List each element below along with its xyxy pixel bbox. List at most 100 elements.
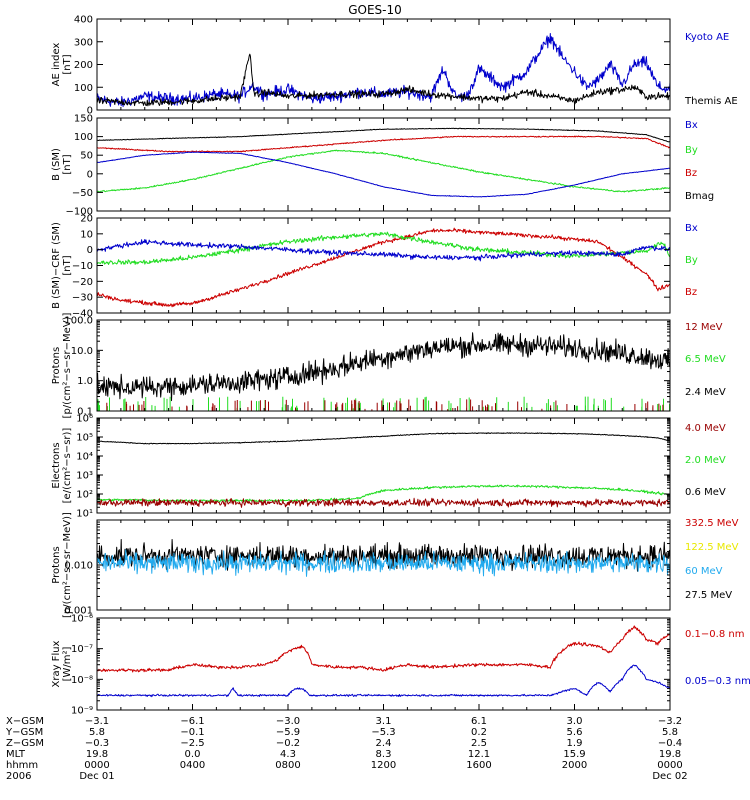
ephemeris-cell: −5.3 — [371, 727, 395, 738]
legend-6-5-mev: 6.5 MeV — [685, 354, 726, 365]
ephemeris-cell: −3.2 — [658, 716, 682, 727]
ephemeris-row-label: hhmm — [6, 760, 38, 771]
ephemeris-cell: 3.0 — [567, 716, 583, 727]
ylabel-line: [nT] — [62, 54, 73, 74]
panel-bsm: −100 −50 0 50 100 150 B (SM) [nT] Bx By Bz Bmag — [51, 114, 714, 218]
legend-themis-ae: Themis AE — [684, 96, 738, 107]
series-bz — [97, 227, 670, 308]
ephemeris-cell: −0.1 — [180, 727, 204, 738]
series-by — [97, 231, 670, 265]
legend-by: By — [685, 145, 698, 156]
plot-title: GOES-10 — [348, 3, 402, 17]
ytick-label: 150 — [74, 114, 93, 125]
ytick-label: 0.001 — [64, 606, 93, 617]
ytick-label: 0 — [87, 169, 93, 180]
ephemeris-cell: −5.9 — [276, 727, 300, 738]
series-themis-ae — [97, 53, 670, 107]
ephemeris-cell: 5.6 — [567, 727, 583, 738]
ytick-label: 300 — [74, 37, 93, 48]
ylabel-line: Protons — [51, 546, 62, 583]
legend-332-5-mev: 332.5 MeV — [685, 518, 739, 529]
ephemeris-cell: 12.1 — [468, 749, 490, 760]
ytick-label: 100.0 — [64, 316, 93, 327]
legend-kyoto-ae: Kyoto AE — [685, 32, 729, 43]
ytick-label: −20 — [72, 277, 93, 288]
panel-ae: 0 100 200 300 400 AE index [nT] Kyoto AE Themis … — [51, 15, 738, 117]
ytick-label: −50 — [72, 188, 93, 199]
ephemeris-cell: 19.8 — [659, 749, 681, 760]
ytick-label: 10⁻⁹ — [71, 706, 93, 717]
ephemeris-cell: −0.3 — [85, 738, 109, 749]
ytick-label: 10⁶ — [76, 414, 93, 425]
ephemeris-cell: 1200 — [371, 760, 396, 771]
ytick-label: 10⁻⁶ — [71, 614, 93, 625]
ytick-label: 0.1 — [77, 407, 93, 418]
ephemeris-cell: 0.0 — [185, 749, 201, 760]
ytick-label: 400 — [74, 15, 93, 26]
ytick-label: 10⁻⁸ — [71, 675, 93, 686]
ytick-label: 0.010 — [64, 561, 93, 572]
panel-electrons: 10¹ 10² 10³ 10⁴ 10⁵ 10⁶ Electrons [e/(cm²−s−sr)… — [51, 414, 726, 520]
ephemeris-row-label: X−GSM — [6, 716, 44, 727]
ephemeris-cell: 2.5 — [471, 738, 487, 749]
legend-bz: Bz — [685, 168, 697, 179]
ytick-label: 10² — [76, 490, 93, 501]
legend-bx: Bx — [685, 120, 698, 131]
ephemeris-cell: Dec 01 — [79, 771, 114, 782]
series-group — [97, 539, 670, 577]
ephemeris-cell: 1.9 — [567, 738, 583, 749]
panel-frame — [96, 117, 671, 212]
ylabel-line: Electrons — [51, 442, 62, 488]
panel-frame — [96, 217, 671, 314]
series-by — [97, 149, 670, 193]
ephemeris-row-label: MLT — [6, 749, 26, 760]
legend-0-6-mev: 0.6 MeV — [685, 487, 726, 498]
panel-frame — [96, 417, 671, 514]
ephemeris-cell: 1600 — [466, 760, 491, 771]
series-group — [97, 227, 670, 308]
ephemeris-cell: 0.2 — [471, 727, 487, 738]
ephemeris-cell: 0000 — [84, 760, 109, 771]
legend-2-0-mev: 2.0 MeV — [685, 455, 726, 466]
ylabel-line: [p/(cm²−s−sr−MeV)] — [62, 512, 73, 618]
legend-27-5-mev: 27.5 MeV — [685, 590, 732, 601]
ytick-label: 10.0 — [71, 346, 93, 357]
ytick-label: −30 — [72, 293, 93, 304]
ephemeris-cell: −3.1 — [85, 716, 109, 727]
legend-4-0-mev: 4.0 MeV — [685, 423, 726, 434]
series-group — [97, 33, 670, 108]
ephemeris-cell: 5.8 — [89, 727, 105, 738]
series-0-05-0-3-nm — [97, 664, 670, 698]
panel-protons_lo: 0.1 1.0 10.0 100.0 Protons [p/(cm²−s−sr−MeV)]… — [51, 312, 726, 418]
ytick-label: 10¹ — [76, 509, 93, 520]
series-bz — [97, 135, 670, 153]
ytick-label: −40 — [72, 309, 93, 320]
ephemeris-cell: −0.2 — [276, 738, 300, 749]
ytick-label: 100 — [74, 132, 93, 143]
legend-0-05-0-3-nm: 0.05−0.3 nm — [685, 676, 750, 687]
series-2-4-mev — [97, 332, 670, 402]
ephemeris-cell: 0400 — [180, 760, 205, 771]
panel-xray: 10⁻⁹ 10⁻⁸ 10⁻⁷ 10⁻⁶ Xray Flux [W/m²] 0.1−0.8 n… — [51, 614, 750, 717]
series-4-0-mev — [97, 497, 670, 508]
series-0-1-0-8-nm — [97, 625, 670, 673]
legend-by: By — [685, 255, 698, 266]
ytick-label: 1.0 — [77, 376, 93, 387]
ylabel-line: [nT] — [62, 154, 73, 174]
ylabel-line: [nT] — [62, 255, 73, 275]
ylabel-line: B (SM) — [51, 148, 62, 181]
legend-bz: Bz — [685, 287, 697, 298]
ephemeris-cell: 2.4 — [376, 738, 392, 749]
ytick-label: 0 — [87, 245, 93, 256]
legend-2-4-mev: 2.4 MeV — [685, 387, 726, 398]
ephemeris-row-label: Y−GSM — [5, 727, 43, 738]
ylabel-line: AE index — [51, 43, 62, 87]
ytick-label: −10 — [72, 261, 93, 272]
ylabel-line: Protons — [51, 347, 62, 384]
series-2-0-mev — [97, 484, 670, 503]
series-bx — [97, 239, 670, 262]
ephemeris-cell: 3.1 — [376, 716, 392, 727]
